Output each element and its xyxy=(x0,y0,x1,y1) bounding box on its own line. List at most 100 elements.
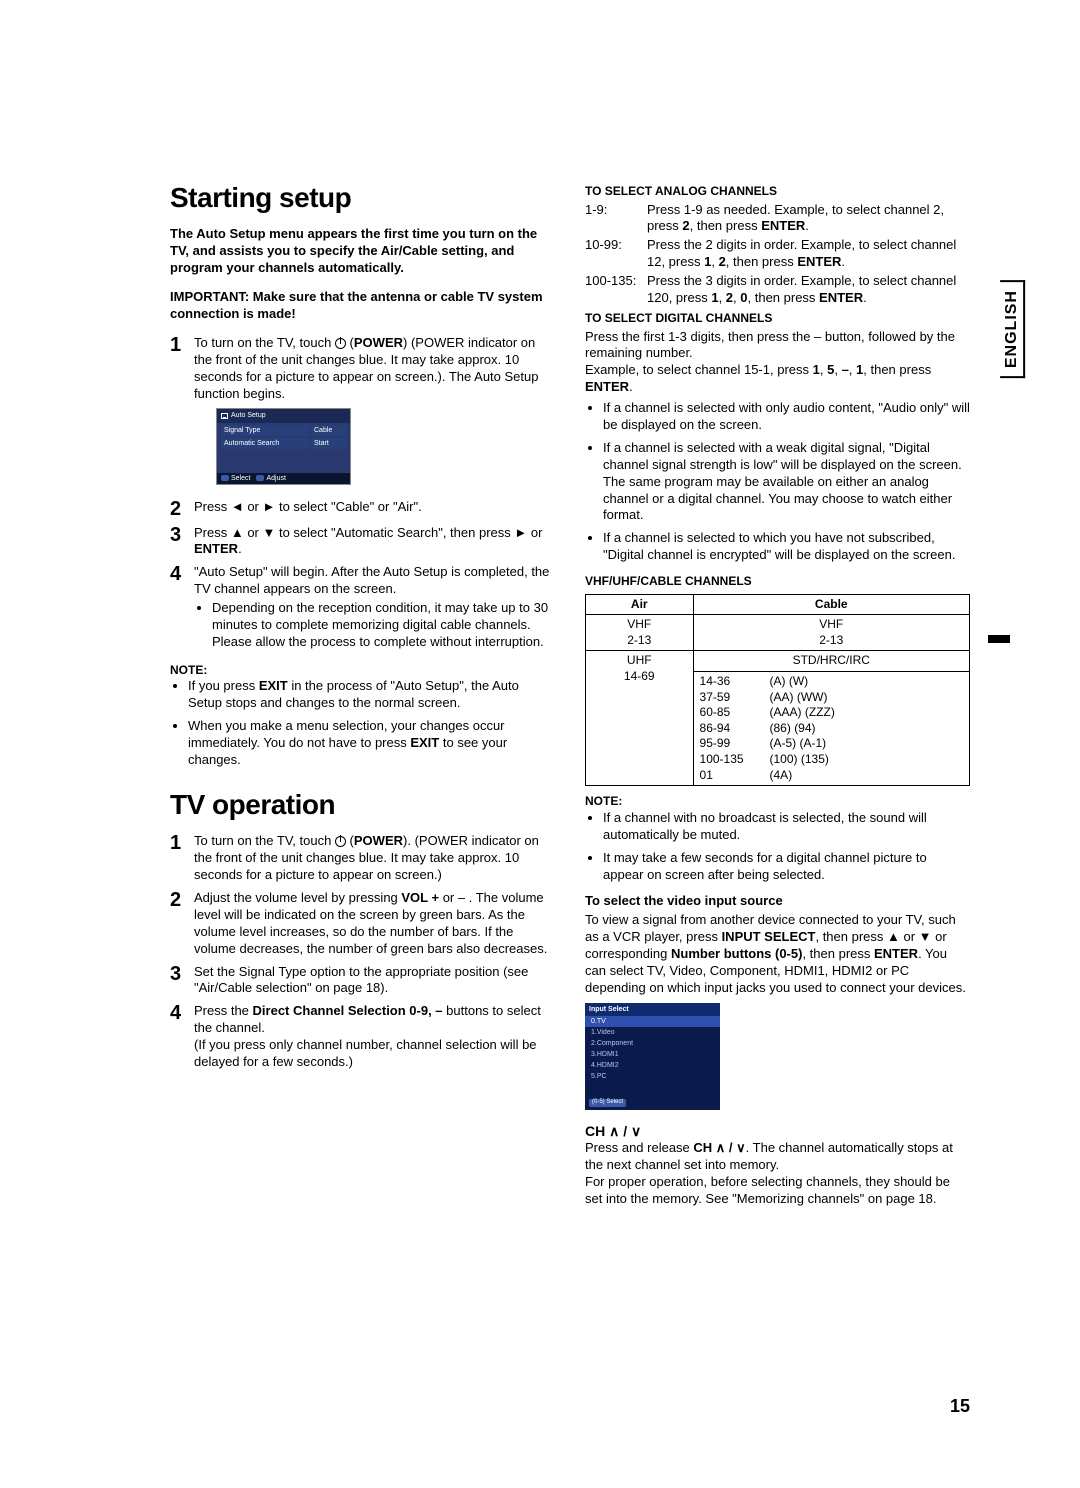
video-input-text: To view a signal from another device con… xyxy=(585,912,970,996)
auto-setup-osd: Auto Setup Signal TypeCable Automatic Se… xyxy=(216,408,351,484)
osd-row-val: Cable xyxy=(311,425,346,436)
note-header: NOTE: xyxy=(170,663,555,679)
ch-header: CH ∧ / ∨ xyxy=(585,1122,970,1140)
range-text: Press the 3 digits in order. Example, to… xyxy=(647,273,970,307)
osd-title: Auto Setup xyxy=(231,411,266,420)
digital-header: TO SELECT DIGITAL CHANNELS xyxy=(585,311,970,327)
text: If you press xyxy=(188,678,259,693)
note-item: If you press EXIT in the process of "Aut… xyxy=(188,678,555,712)
ch-text-2: For proper operation, before selecting c… xyxy=(585,1174,970,1208)
step-number: 2 xyxy=(170,499,186,519)
power-icon xyxy=(335,338,346,349)
step-text: Press ▲ or ▼ to select "Automatic Search… xyxy=(194,525,555,559)
osd-footer: Select xyxy=(231,474,250,483)
table-row: 60-85(AAA) (ZZZ) xyxy=(700,705,963,721)
operation-steps: 1 To turn on the TV, touch (POWER). (POW… xyxy=(170,833,555,1071)
heading-tv-operation: TV operation xyxy=(170,787,555,823)
cell: STD/HRC/IRC 14-36(A) (W)37-59(AA) (WW)60… xyxy=(693,651,969,786)
note-item: When you make a menu selection, your cha… xyxy=(188,718,555,769)
osd-item: 4.HDMI2 xyxy=(585,1060,720,1071)
step-text: To turn on the TV, touch (POWER) (POWER … xyxy=(194,335,555,493)
osd-item: 1.Video xyxy=(585,1027,720,1038)
range-label: 1-9: xyxy=(585,202,641,236)
side-marker xyxy=(988,635,1010,643)
bullet: If a channel is selected with only audio… xyxy=(603,400,970,434)
step-text: Press the Direct Channel Selection 0-9, … xyxy=(194,1003,555,1071)
osd-footer: Adjust xyxy=(266,474,285,483)
analog-ranges: 1-9: Press 1-9 as needed. Example, to se… xyxy=(585,202,970,307)
important-text: IMPORTANT: Make sure that the antenna or… xyxy=(170,289,555,323)
input-select-osd: Input Select 0.TV 1.Video 2.Component 3.… xyxy=(585,1003,720,1110)
note-header: NOTE: xyxy=(585,794,970,810)
step-number: 1 xyxy=(170,833,186,884)
digital-example: Example, to select channel 15-1, press 1… xyxy=(585,362,970,396)
step-number: 3 xyxy=(170,964,186,998)
table-row: 37-59(AA) (WW) xyxy=(700,690,963,706)
osd-item: 3.HDMI1 xyxy=(585,1049,720,1060)
step-number: 3 xyxy=(170,525,186,559)
vol-label: VOL + xyxy=(401,890,439,905)
step-text: Press ◄ or ► to select "Cable" or "Air". xyxy=(194,499,555,519)
osd-item: 2.Component xyxy=(585,1038,720,1049)
channels-table-header: VHF/UHF/CABLE CHANNELS xyxy=(585,574,970,590)
dcs-label: Direct Channel Selection 0-9, – xyxy=(253,1003,443,1018)
sub-bullet: Depending on the reception condition, it… xyxy=(212,600,555,651)
text: Press the xyxy=(194,1003,253,1018)
step-number: 2 xyxy=(170,890,186,958)
enter-label: ENTER xyxy=(194,541,238,556)
digital-text: Press the first 1-3 digits, then press t… xyxy=(585,329,970,363)
range-text: Press the 2 digits in order. Example, to… xyxy=(647,237,970,271)
step-text: Adjust the volume level by pressing VOL … xyxy=(194,890,555,958)
intro-text: The Auto Setup menu appears the first ti… xyxy=(170,226,555,277)
text: (If you press only channel number, chann… xyxy=(194,1037,537,1069)
table-row: 86-94(86) (94) xyxy=(700,721,963,737)
analog-header: TO SELECT ANALOG CHANNELS xyxy=(585,184,970,200)
bullet: If a channel is selected to which you ha… xyxy=(603,530,970,564)
ch-text-1: Press and release CH ∧ / ∨. The channel … xyxy=(585,1140,970,1174)
note-item: If a channel with no broadcast is select… xyxy=(603,810,970,844)
text: Press ▲ or ▼ to select "Automatic Search… xyxy=(194,525,542,540)
power-label: POWER xyxy=(354,335,403,350)
text: To turn on the TV, touch xyxy=(194,335,335,350)
power-icon xyxy=(335,836,346,847)
language-tab: ENGLISH xyxy=(1000,280,1025,378)
table-row: 95-99(A-5) (A-1) xyxy=(700,736,963,752)
osd-row-key: Automatic Search xyxy=(221,438,309,449)
cell: UHF14-69 xyxy=(586,651,694,786)
osd-title: Input Select xyxy=(585,1003,720,1016)
table-row: 100-135(100) (135) xyxy=(700,752,963,768)
cell: VHF2-13 xyxy=(693,615,969,651)
setup-steps: 1 To turn on the TV, touch (POWER) (POWE… xyxy=(170,335,555,655)
step-number: 4 xyxy=(170,564,186,654)
video-input-header: To select the video input source xyxy=(585,893,970,910)
step-text: Set the Signal Type option to the approp… xyxy=(194,964,555,998)
left-column: Starting setup The Auto Setup menu appea… xyxy=(170,180,555,1208)
cell: VHF2-13 xyxy=(586,615,694,651)
range-text: Press 1-9 as needed. Example, to select … xyxy=(647,202,970,236)
th-cable: Cable xyxy=(693,594,969,615)
table-row: 14-36(A) (W) xyxy=(700,674,963,690)
note-list: If you press EXIT in the process of "Aut… xyxy=(188,678,555,768)
step-number: 4 xyxy=(170,1003,186,1071)
step-number: 1 xyxy=(170,335,186,493)
text: To turn on the TV, touch xyxy=(194,833,335,848)
table-row: 01(4A) xyxy=(700,768,963,784)
channels-table: Air Cable VHF2-13 VHF2-13 UHF14-69 STD/H… xyxy=(585,594,970,787)
note-item: It may take a few seconds for a digital … xyxy=(603,850,970,884)
range-label: 10-99: xyxy=(585,237,641,271)
text: . xyxy=(238,541,242,556)
page-columns: Starting setup The Auto Setup menu appea… xyxy=(170,180,970,1208)
osd-item: 0.TV xyxy=(585,1016,720,1027)
osd-row-val: Start xyxy=(311,438,346,449)
osd-item: 5.PC xyxy=(585,1071,720,1082)
step-text: To turn on the TV, touch (POWER). (POWER… xyxy=(194,833,555,884)
heading-starting-setup: Starting setup xyxy=(170,180,555,216)
power-label: POWER xyxy=(354,833,403,848)
right-column: TO SELECT ANALOG CHANNELS 1-9: Press 1-9… xyxy=(585,180,970,1208)
digital-bullets: If a channel is selected with only audio… xyxy=(603,400,970,564)
text: "Auto Setup" will begin. After the Auto … xyxy=(194,564,549,596)
osd-footer: (0-5) Select xyxy=(589,1099,626,1107)
page-number: 15 xyxy=(950,1395,970,1418)
range-label: 100-135: xyxy=(585,273,641,307)
text: Adjust the volume level by pressing xyxy=(194,890,401,905)
